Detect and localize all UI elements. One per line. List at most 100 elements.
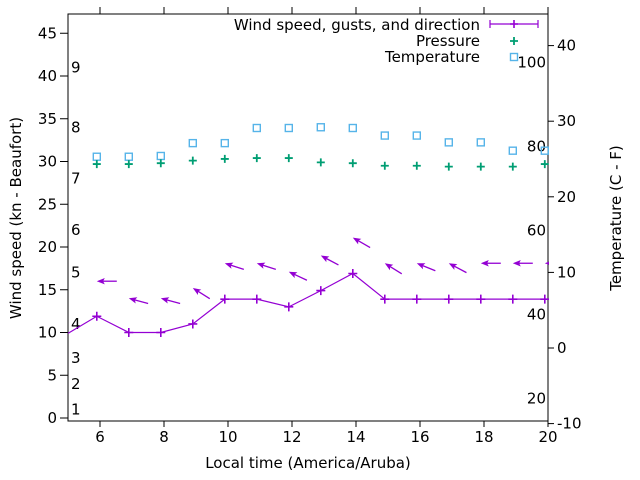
gust-arrow-tail [389, 265, 403, 275]
x-tick-label: 20 [538, 428, 557, 446]
celsius-tick-label: 20 [557, 188, 576, 206]
temperature-point [316, 123, 325, 132]
beaufort-label: 7 [71, 170, 81, 188]
gust-arrow [128, 297, 149, 305]
x-tick-label: 14 [346, 428, 365, 446]
gust-arrow-tail [453, 265, 467, 274]
wind-speed-point [220, 294, 230, 304]
temperature-point [540, 146, 549, 155]
gust-arrow [544, 261, 549, 265]
pressure-point [348, 159, 357, 168]
plot-border [67, 13, 549, 422]
gust-arrow [480, 260, 501, 267]
wind-speed-point [316, 286, 326, 296]
temperature-point [188, 138, 198, 148]
pressure-point [444, 162, 453, 171]
gust-arrow-head [224, 262, 234, 269]
wind-speed-point [380, 294, 390, 304]
gust-arrow [288, 271, 308, 281]
wind-speed-point [348, 269, 358, 279]
legend-wind-sample-point [510, 20, 518, 28]
temperature-point [92, 152, 102, 161]
gust-arrow-head [512, 260, 521, 267]
pressure-point [316, 158, 325, 167]
wind-speed-point [156, 328, 166, 337]
pressure-point [252, 154, 261, 163]
gust-arrow-tail [262, 264, 277, 271]
gust-arrow [384, 263, 403, 275]
x-tick-label: 6 [95, 428, 105, 446]
gust-arrow-head [448, 263, 458, 270]
x-tick-label: 10 [218, 428, 237, 446]
fahrenheit-tick-label: 60 [527, 221, 546, 239]
wind-tick-label: 30 [38, 153, 57, 171]
temperature-point [348, 123, 357, 133]
legend-item-wind-label: Wind speed, gusts, and direction [233, 16, 480, 34]
beaufort-label: 9 [71, 58, 81, 76]
celsius-tick-label: 40 [557, 37, 576, 55]
temperature-point [156, 151, 166, 161]
wind-tick-label: 0 [47, 409, 57, 427]
pressure-point [156, 159, 165, 168]
gust-arrow-head [416, 263, 426, 270]
pressure-point [188, 156, 197, 165]
temperature-point [124, 152, 134, 161]
gust-arrow-head [96, 278, 105, 285]
gust-arrow-tail [197, 290, 211, 300]
x-tick-label: 18 [474, 428, 493, 446]
x-axis-title: Local time (America/Aruba) [205, 454, 411, 472]
pressure-point [508, 162, 517, 171]
beaufort-label: 6 [71, 221, 81, 239]
pressure-point [412, 161, 421, 170]
beaufort-label: 2 [71, 375, 81, 393]
beaufort-label: 3 [71, 349, 81, 367]
temperature-point [220, 138, 230, 148]
gust-arrow-head [320, 255, 330, 263]
gust-arrow-head [480, 260, 489, 267]
wind-speed-point [476, 294, 486, 304]
gust-arrow [416, 263, 436, 272]
gust-arrow-tail [293, 273, 308, 281]
wind-speed-series [67, 269, 549, 337]
pressure-point [284, 154, 293, 163]
wind-speed-point [540, 294, 549, 304]
wind-speed-point [188, 319, 198, 329]
celsius-tick-label: 0 [557, 339, 567, 357]
temperature-point [380, 131, 389, 140]
gust-arrow [352, 237, 371, 249]
gust-arrow-tail [357, 240, 371, 249]
wind-tick-label: 15 [38, 281, 57, 299]
beaufort-label: 5 [71, 264, 81, 282]
gust-arrow [512, 260, 533, 267]
gust-arrow-head [544, 261, 549, 265]
gust-arrow-tail [422, 264, 436, 272]
x-tick-label: 12 [282, 428, 301, 446]
wind-speed-point [124, 328, 134, 337]
gust-arrow-tail [230, 264, 245, 271]
beaufort-label: 8 [71, 118, 81, 136]
pressure-point [380, 161, 389, 170]
gust-arrow-head [288, 271, 298, 279]
gust-arrow [96, 278, 117, 285]
temperature-point [444, 138, 453, 147]
wind-tick-label: 35 [38, 110, 57, 128]
celsius-tick-label: 30 [557, 112, 576, 130]
wind-speed-point [444, 294, 454, 304]
gust-arrow [448, 263, 467, 274]
temperature-point [284, 123, 293, 133]
wind-speed-point [284, 302, 294, 312]
temperature-point [412, 131, 421, 140]
y-axis-title: Wind speed (kn - Beaufort) [7, 116, 25, 320]
wind-tick-label: 25 [38, 195, 57, 213]
gust-arrow-head [192, 288, 202, 295]
gust-arrow-tail [166, 299, 181, 305]
gust-arrow [256, 262, 277, 271]
gust-arrow-tail [325, 257, 339, 266]
fahrenheit-tick-label: 20 [527, 389, 546, 407]
gust-arrow-head [384, 263, 394, 271]
wind-speed-point [92, 311, 102, 321]
legend-item-pressure-label: Pressure [415, 32, 480, 50]
x-tick-label: 16 [410, 428, 429, 446]
